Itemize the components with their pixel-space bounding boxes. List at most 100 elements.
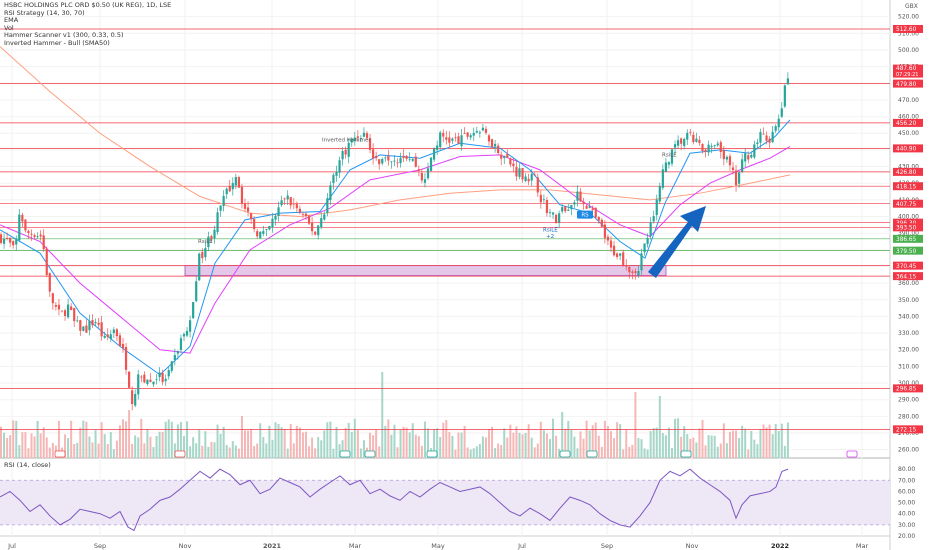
candle-body: [780, 108, 783, 117]
candle-body: [542, 199, 545, 201]
volume-bar: [369, 432, 372, 458]
candle-body: [753, 144, 756, 158]
event-marker: [174, 450, 186, 458]
candle-body: [454, 137, 457, 139]
volume-bar: [228, 447, 231, 458]
volume-bar: [500, 445, 503, 458]
candle-body: [426, 168, 430, 179]
level-tag-red: [893, 272, 923, 281]
candle-body: [182, 334, 186, 337]
volume-bar: [393, 424, 396, 458]
candle-body: [527, 178, 530, 182]
volume-bar: [481, 436, 484, 458]
volume-bar: [128, 410, 131, 458]
volume-bar: [713, 435, 716, 458]
level-tag-red-label: 393.50: [896, 226, 917, 232]
volume-bar: [347, 422, 350, 458]
volume-bar: [210, 441, 213, 458]
candle-body: [161, 372, 164, 383]
candle-body: [256, 231, 259, 237]
volume-bar: [161, 431, 164, 458]
volume-bar: [637, 438, 640, 458]
candle-body: [741, 159, 744, 172]
volume-bar: [250, 429, 253, 458]
price-tick-label: 450.00: [898, 130, 919, 137]
level-tag-red: [893, 199, 923, 208]
legend-indicator: Inverted Hammer - Bull (SMA50): [4, 38, 110, 47]
candle-body: [594, 207, 597, 218]
candle-body: [640, 253, 643, 271]
volume-bar: [39, 433, 42, 458]
volume-bar: [448, 431, 451, 458]
volume-bar: [423, 421, 426, 458]
candle-body: [765, 135, 768, 141]
level-tag-green-label: 386.65: [896, 237, 917, 243]
candle-body: [158, 372, 161, 378]
volume-bar: [610, 431, 612, 458]
candle-body: [555, 214, 558, 224]
volume-bar: [292, 443, 295, 458]
candle-body: [667, 162, 671, 165]
candle-body: [112, 329, 115, 334]
candle-body: [88, 321, 91, 331]
volume-bar: [661, 433, 664, 458]
candle-body: [289, 197, 292, 206]
rsi-tick-label: 60.00: [898, 488, 915, 495]
volume-bar: [591, 425, 594, 458]
candle-body: [353, 137, 356, 142]
volume-bar: [527, 424, 530, 458]
volume-bar: [658, 396, 661, 458]
candle-body: [609, 240, 613, 248]
candle-body: [738, 172, 741, 184]
candle-body: [509, 158, 512, 165]
volume-bar: [768, 424, 771, 458]
candle-body: [442, 132, 445, 137]
volume-bar: [326, 422, 329, 458]
level-tag-red: [893, 223, 923, 232]
volume-bar: [613, 438, 616, 458]
candle-body: [463, 133, 466, 135]
candle-body: [21, 214, 24, 222]
volume-bar: [628, 446, 631, 458]
volume-bar: [308, 446, 311, 458]
candle-body: [466, 132, 469, 137]
volume-bar: [457, 432, 460, 458]
volume-bar: [674, 418, 677, 458]
volume-bar: [521, 434, 524, 458]
volume-bar: [762, 424, 765, 458]
volume-bar: [192, 437, 195, 458]
level-tag-red-label: 272.15: [896, 428, 917, 434]
volume-bar: [155, 436, 158, 458]
level-tag-red: [893, 261, 923, 270]
level-tag-red-label: 512.60: [896, 27, 917, 33]
volume-bar: [12, 420, 15, 458]
volume-bar: [420, 445, 423, 458]
volume-bar: [82, 420, 85, 458]
volume-bar: [466, 447, 469, 458]
candle-body: [356, 136, 359, 138]
level-tag-red-label: 426.80: [896, 170, 917, 176]
volume-bar: [606, 425, 609, 458]
price-tick-label: 330.00: [898, 330, 919, 337]
candle-body: [18, 214, 21, 241]
ema-mid-line: [0, 146, 791, 354]
price-tick-label: 320.00: [898, 347, 919, 354]
demand-zone: [184, 265, 667, 277]
candle-body: [722, 150, 725, 160]
candle-body: [448, 137, 451, 143]
volume-bar: [375, 429, 378, 458]
candle-body: [500, 154, 503, 159]
candle-body: [231, 183, 234, 190]
volume-bar: [125, 421, 128, 458]
candle-body: [216, 212, 219, 233]
candle-body: [704, 149, 707, 152]
volume-bar: [280, 427, 283, 458]
candle-body: [268, 226, 271, 230]
candle-body: [677, 140, 680, 146]
candle-body: [643, 243, 646, 253]
candle-body: [225, 188, 228, 195]
level-tag-red: [893, 218, 923, 227]
volume-bar: [283, 428, 286, 458]
volume-bar: [134, 435, 137, 458]
